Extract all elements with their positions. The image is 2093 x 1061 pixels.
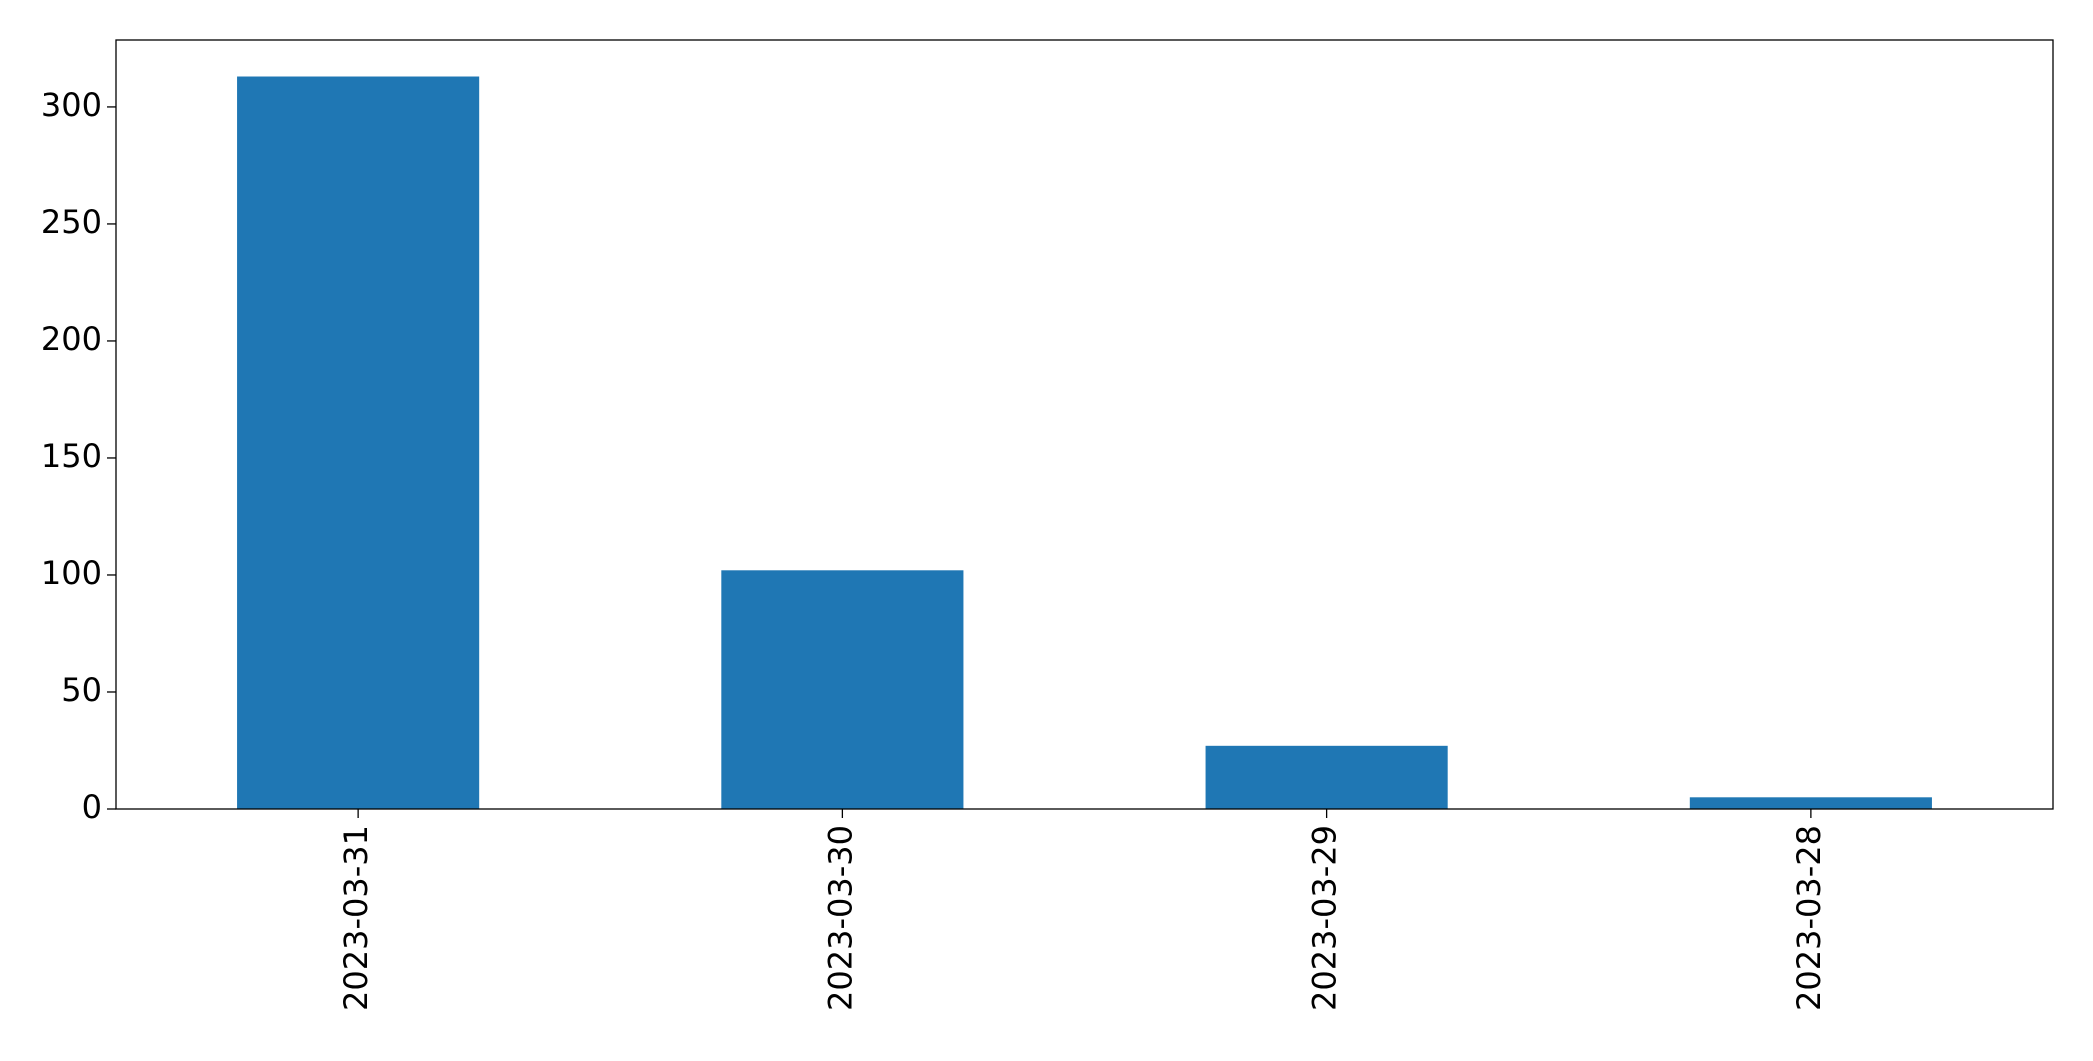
y-tick-label: 200	[41, 320, 102, 358]
y-tick-label: 250	[41, 203, 102, 241]
y-tick-label: 50	[61, 671, 102, 709]
x-tick-label: 2023-03-31	[337, 825, 375, 1011]
y-tick-label: 150	[41, 437, 102, 475]
x-tick-label: 2023-03-29	[1306, 825, 1344, 1011]
y-tick-label: 0	[82, 788, 102, 826]
bar	[1205, 745, 1448, 809]
bar	[721, 570, 964, 809]
x-tick-label: 2023-03-28	[1790, 825, 1828, 1011]
plot-frame	[115, 39, 2054, 810]
y-tick-label: 100	[41, 554, 102, 592]
bar	[1689, 797, 1932, 809]
y-tick-label: 300	[41, 86, 102, 124]
x-tick-label: 2023-03-30	[821, 825, 859, 1011]
bar	[237, 76, 480, 809]
